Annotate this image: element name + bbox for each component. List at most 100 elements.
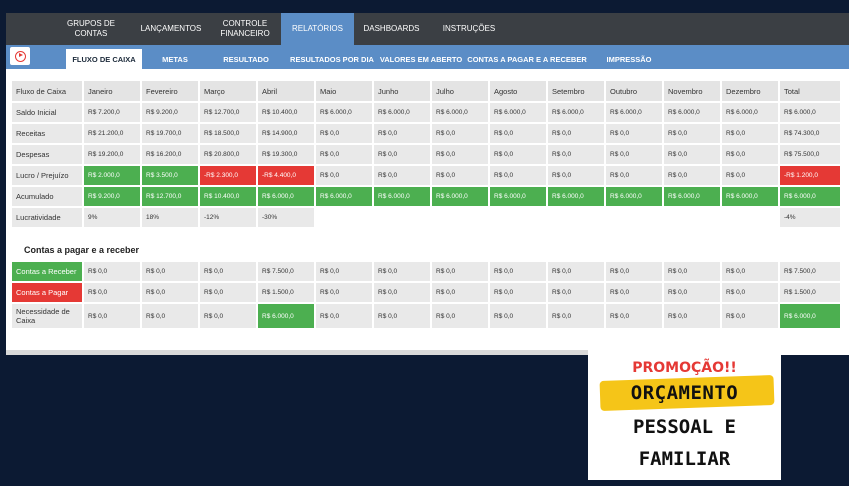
table-cell: R$ 6.000,0 <box>432 103 488 122</box>
table-cell: R$ 0,0 <box>606 166 662 185</box>
table-cell: R$ 0,0 <box>722 304 778 328</box>
table-cell: R$ 18.500,0 <box>200 124 256 143</box>
payables-table: Contas a Receber R$ 0,0 R$ 0,0 R$ 0,0 R$ 7.5… <box>10 260 842 330</box>
table-cell: R$ 0,0 <box>548 166 604 185</box>
table-cell: R$ 12.700,0 <box>142 187 198 206</box>
table-cell: R$ 0,0 <box>374 166 430 185</box>
tab-valores-em-aberto[interactable]: VALORES EM ABERTO <box>379 54 463 64</box>
tab-fluxo-de-caixa[interactable]: FLUXO DE CAIXA <box>66 49 142 69</box>
row-label: Saldo Inicial <box>12 103 82 122</box>
header-cell-month: Dezembro <box>722 81 778 101</box>
tab-metas[interactable]: METAS <box>162 54 188 64</box>
table-cell: R$ 10.400,0 <box>200 187 256 206</box>
tab-impressao[interactable]: IMPRESSÃO <box>606 54 652 64</box>
header-cell-month: Novembro <box>664 81 720 101</box>
header-cell-month: Junho <box>374 81 430 101</box>
table-cell <box>316 208 372 227</box>
table-cell: -R$ 4.400,0 <box>258 166 314 185</box>
table-cell: R$ 0,0 <box>374 145 430 164</box>
table-cell: R$ 0,0 <box>432 124 488 143</box>
table-cell: R$ 0,0 <box>664 304 720 328</box>
row-label: Acumulado <box>12 187 82 206</box>
table-cell: R$ 0,0 <box>722 262 778 281</box>
table-cell: R$ 0,0 <box>84 283 140 302</box>
header-cell-label: Fluxo de Caixa <box>12 81 82 101</box>
table-cell: R$ 6.000,0 <box>780 304 840 328</box>
nav-relatorios[interactable]: RELATÓRIOS <box>281 13 354 45</box>
table-cell: R$ 0,0 <box>432 262 488 281</box>
table-cell: R$ 9.200,0 <box>84 187 140 206</box>
table-cell: R$ 0,0 <box>490 145 546 164</box>
table-cell: R$ 0,0 <box>606 145 662 164</box>
table-cell: -R$ 2.300,0 <box>200 166 256 185</box>
nav-instrucoes[interactable]: INSTRUÇÕES <box>442 24 496 33</box>
table-cell: R$ 0,0 <box>84 262 140 281</box>
table-cell: R$ 0,0 <box>722 283 778 302</box>
header-cell-month: Janeiro <box>84 81 140 101</box>
table-row: Acumulado R$ 9.200,0 R$ 12.700,0 R$ 10.400,… <box>12 187 840 206</box>
table-cell <box>490 208 546 227</box>
table-cell: R$ 0,0 <box>490 304 546 328</box>
table-cell: R$ 0,0 <box>664 124 720 143</box>
table-cell: R$ 6.000,0 <box>780 103 840 122</box>
table-cell: R$ 0,0 <box>374 304 430 328</box>
table-row: Lucratividade 9% 18% -12% -30% -4% <box>12 208 840 227</box>
table-cell: R$ 1.500,0 <box>780 283 840 302</box>
table-row: Contas a Receber R$ 0,0 R$ 0,0 R$ 0,0 R$ 7.5… <box>12 262 840 281</box>
nav-dashboards[interactable]: DASHBOARDS <box>363 24 420 33</box>
table-cell: R$ 6.000,0 <box>374 187 430 206</box>
table-row: Saldo Inicial R$ 7.200,0 R$ 9.200,0 R$ 12.7… <box>12 103 840 122</box>
table-cell: R$ 6.000,0 <box>316 187 372 206</box>
header-cell-month: Maio <box>316 81 372 101</box>
table-cell: R$ 0,0 <box>142 262 198 281</box>
table-cell: R$ 6.000,0 <box>548 187 604 206</box>
table-cell: R$ 6.000,0 <box>722 187 778 206</box>
tab-resultados-por-dia[interactable]: RESULTADOS POR DIA <box>290 54 374 64</box>
table-cell: R$ 0,0 <box>200 304 256 328</box>
table-row: Despesas R$ 19.200,0 R$ 16.200,0 R$ 20.800,… <box>12 145 840 164</box>
promo-tag: PROMOÇÃO!! <box>632 360 737 376</box>
table-cell: R$ 0,0 <box>374 283 430 302</box>
table-cell: R$ 6.000,0 <box>722 103 778 122</box>
table-cell: R$ 0,0 <box>548 283 604 302</box>
row-label: Contas a Receber <box>12 262 82 281</box>
table-cell <box>432 208 488 227</box>
promo-title-line3: FAMILIAR <box>638 448 731 470</box>
row-label: Receitas <box>12 124 82 143</box>
table-cell: R$ 0,0 <box>606 283 662 302</box>
nav-grupos-de-contas[interactable]: GRUPOS DE CONTAS <box>66 19 115 38</box>
table-cell: R$ 2.000,0 <box>84 166 140 185</box>
nav-controle-financeiro[interactable]: CONTROLE FINANCEIRO <box>220 19 270 38</box>
table-cell: R$ 6.000,0 <box>548 103 604 122</box>
table-cell: -R$ 1.200,0 <box>780 166 840 185</box>
table-cell: R$ 0,0 <box>316 262 372 281</box>
table-cell: R$ 0,0 <box>722 124 778 143</box>
table-cell: R$ 0,0 <box>84 304 140 328</box>
table-cell: R$ 0,0 <box>490 283 546 302</box>
report-subnav: FLUXO DE CAIXA METAS RESULTADO RESULTADO… <box>6 45 849 69</box>
nav-lancamentos[interactable]: LANÇAMENTOS <box>140 24 202 33</box>
table-row: Receitas R$ 21.200,0 R$ 19.700,0 R$ 18.500,… <box>12 124 840 143</box>
sheet-tabs-strip <box>6 350 588 355</box>
table-cell: R$ 19.300,0 <box>258 145 314 164</box>
row-label: Despesas <box>12 145 82 164</box>
table-cell <box>374 208 430 227</box>
report-content: Fluxo de Caixa Janeiro Fevereiro Março Abril… <box>6 69 849 355</box>
table-cell: R$ 0,0 <box>606 262 662 281</box>
table-cell: R$ 21.200,0 <box>84 124 140 143</box>
table-cell: R$ 9.200,0 <box>142 103 198 122</box>
table-cell: R$ 6.000,0 <box>258 187 314 206</box>
header-cell-month: Abril <box>258 81 314 101</box>
table-cell: R$ 0,0 <box>664 283 720 302</box>
payables-section-title: Contas a pagar e a receber <box>24 245 140 255</box>
tab-resultado[interactable]: RESULTADO <box>223 54 269 64</box>
table-cell: R$ 0,0 <box>200 283 256 302</box>
tab-contas-a-pagar-e-receber[interactable]: CONTAS A PAGAR E A RECEBER <box>467 54 587 64</box>
table-row: Contas a Pagar R$ 0,0 R$ 0,0 R$ 0,0 R$ 1.500… <box>12 283 840 302</box>
table-cell: R$ 0,0 <box>548 304 604 328</box>
table-cell: R$ 6.000,0 <box>374 103 430 122</box>
table-cell: R$ 14.900,0 <box>258 124 314 143</box>
promo-title-line2: PESSOAL E <box>633 416 736 438</box>
play-video-button[interactable] <box>10 47 30 65</box>
table-cell: R$ 6.000,0 <box>664 187 720 206</box>
